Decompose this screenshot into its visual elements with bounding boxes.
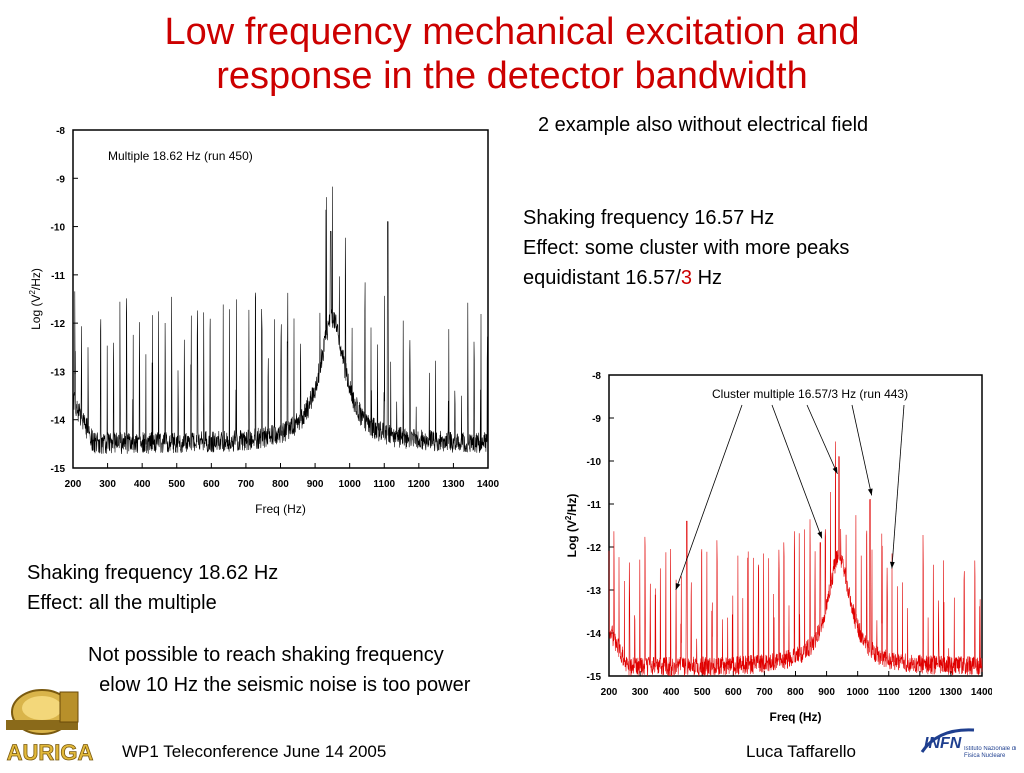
y-tick-label: -10 (587, 457, 602, 468)
x-tick-label: 400 (134, 479, 151, 490)
x-tick-label: 1400 (477, 479, 500, 490)
spectrum-chart-run-450: 200 300 400 500 600 700 800 900 1000 1100 1200 1300… (28, 126, 500, 516)
y-axis-label-post: /Hz) (29, 268, 43, 290)
footer-event: WP1 Teleconference June 14 2005 (122, 742, 387, 761)
x-tick-label: 600 (203, 479, 220, 490)
y-axis-label: Log (V2/Hz) (564, 494, 579, 558)
spectrum-line (72, 186, 489, 455)
slide-title: Low frequency mechanical excitation and … (0, 10, 1024, 98)
x-tick-label: 800 (272, 479, 289, 490)
note-low-frequency: Not possible to reach shaking frequency … (88, 640, 470, 700)
note-1657-line-3: equidistant 16.57/3 Hz (523, 263, 849, 293)
chart-annotation: Cluster multiple 16.57/3 Hz (run 443) (712, 387, 908, 401)
footer-author: Luca Taffarello (746, 742, 856, 761)
x-tick-label: 900 (818, 687, 835, 698)
x-tick-label: 1300 (940, 687, 963, 698)
y-tick-label: -9 (56, 174, 65, 185)
auriga-logo: AURIGA (0, 672, 100, 768)
y-tick-label: -13 (51, 367, 66, 378)
y-tick-label: -8 (592, 371, 601, 382)
y-tick-label: -15 (587, 672, 602, 683)
y-tick-label: -9 (592, 414, 601, 425)
x-tick-label: 700 (238, 479, 255, 490)
annotation-arrowhead (675, 583, 681, 590)
x-tick-label: 300 (632, 687, 649, 698)
y-tick-label: -11 (51, 271, 65, 282)
x-tick-label: 500 (168, 479, 185, 490)
infn-logo: INFN Istituto Nazionale di Fisica Nuclea… (918, 722, 1022, 768)
x-tick-label: 200 (601, 687, 618, 698)
spectrum-line (608, 441, 983, 677)
plot-frame (608, 374, 983, 677)
x-tick-label: 700 (756, 687, 773, 698)
x-tick-label: 600 (725, 687, 742, 698)
note-1657-line-1: Shaking frequency 16.57 Hz (523, 207, 775, 229)
note-shaking-1862: Shaking frequency 18.62 Hz Effect: all t… (27, 558, 278, 618)
y-axis-label: Log (V2/Hz) (28, 268, 43, 330)
y-tick-label: -8 (56, 126, 65, 137)
y-axis-label-post: /Hz) (565, 494, 579, 516)
x-tick-label: 800 (787, 687, 804, 698)
x-axis-label: Freq (Hz) (255, 502, 306, 516)
x-axis-label: Freq (Hz) (770, 710, 822, 724)
auriga-logo-text: AURIGA (7, 740, 94, 765)
note-1862-line-2: Effect: all the multiple (27, 592, 217, 614)
annotation-arrowhead (867, 488, 873, 496)
spectrum-chart-run-443: 200 300 400 500 600 700 800 900 1000 1100 1200 1300… (564, 371, 992, 724)
y-tick-label: -12 (587, 543, 602, 554)
x-tick-label: 300 (99, 479, 116, 490)
annotation-arrowhead (817, 531, 822, 539)
x-tick-label: 1000 (339, 479, 362, 490)
y-tick-label: -14 (51, 416, 66, 427)
chart-annotation: Multiple 18.62 Hz (run 450) (108, 149, 253, 163)
note-low-line-1: Not possible to reach shaking frequency (88, 644, 444, 666)
y-axis-label-sup: 2 (564, 515, 573, 520)
annotation-arrow (891, 404, 905, 569)
infn-logo-text: Istituto Nazionale di Fisica Nucleare (964, 746, 1017, 759)
y-tick-label: -15 (51, 464, 66, 475)
title-line-1: Low frequency mechanical excitation and (164, 11, 860, 53)
annotation-arrow (806, 404, 838, 475)
y-tick-label: -12 (51, 319, 66, 330)
x-tick-label: 900 (307, 479, 324, 490)
note-1657-line-3c: Hz (692, 267, 723, 289)
note-1657-line-3a: equidistant 16.57/ (523, 267, 681, 289)
annotation-arrowhead (832, 466, 838, 474)
y-tick-label: -14 (587, 629, 602, 640)
note-low-line-2: below 10 Hz the seismic noise is too pow… (88, 674, 471, 696)
annotation-arrow (771, 404, 823, 539)
annotation-arrow (675, 404, 743, 591)
note-1657-divisor: 3 (680, 267, 693, 289)
x-tick-label: 1400 (971, 687, 992, 698)
y-axis-label-pre: Log (V (29, 295, 43, 330)
svg-text:INFN: INFN (924, 735, 962, 752)
y-tick-label: -10 (51, 223, 66, 234)
x-tick-label: 1300 (442, 479, 465, 490)
note-1657-line-2: Effect: some cluster with more peaks (523, 237, 850, 259)
y-tick-label: -13 (587, 586, 602, 597)
x-tick-label: 1100 (878, 687, 900, 698)
note-1862-line-1: Shaking frequency 18.62 Hz (27, 562, 279, 584)
x-tick-label: 400 (663, 687, 680, 698)
annotation-arrowhead (889, 561, 895, 569)
x-tick-label: 200 (65, 479, 82, 490)
x-tick-label: 1200 (909, 687, 932, 698)
note-shaking-1657: Shaking frequency 16.57 Hz Effect: some … (523, 203, 849, 293)
x-tick-label: 1000 (847, 687, 870, 698)
annotation-arrow (851, 404, 873, 496)
y-axis-label-sup: 2 (28, 290, 37, 295)
x-tick-label: 1200 (408, 479, 431, 490)
y-tick-label: -11 (587, 500, 601, 511)
x-tick-label: 1100 (373, 479, 395, 490)
y-axis-label-pre: Log (V (565, 520, 579, 557)
title-line-2: response in the detector bandwidth (216, 55, 808, 97)
note-example: 2 example also without electrical field (538, 114, 869, 136)
x-tick-label: 500 (694, 687, 711, 698)
